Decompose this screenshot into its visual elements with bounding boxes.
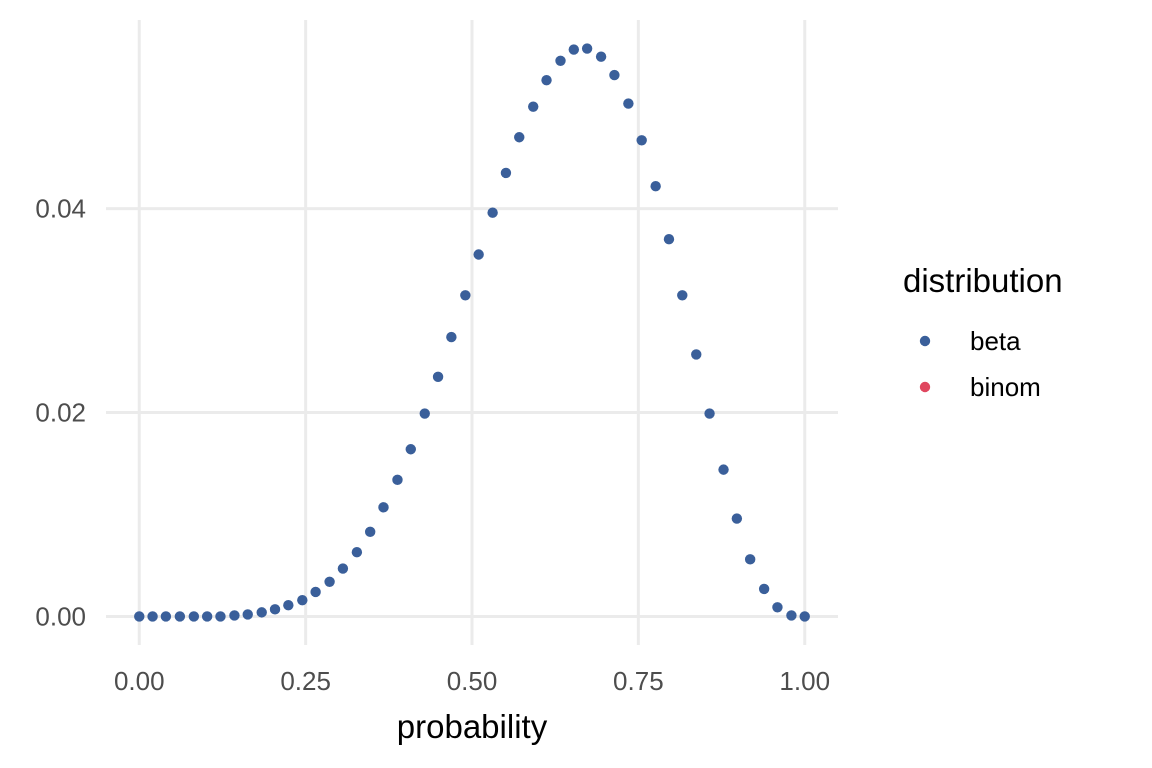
legend-label: beta bbox=[970, 326, 1021, 356]
x-axis-title: probability bbox=[397, 708, 548, 745]
legend-key-binom bbox=[919, 381, 931, 393]
data-point-beta bbox=[487, 207, 498, 218]
legend: distribution beta binom bbox=[903, 262, 1063, 402]
data-point-beta bbox=[297, 594, 308, 606]
data-point-beta bbox=[160, 611, 172, 622]
data-point-beta bbox=[500, 167, 512, 179]
data-point-beta bbox=[269, 604, 281, 615]
data-point-beta bbox=[541, 74, 552, 86]
data-point-beta bbox=[432, 371, 444, 383]
data-point-beta bbox=[595, 51, 607, 62]
x-tick-label: 0.75 bbox=[613, 666, 664, 696]
data-point-beta bbox=[147, 611, 158, 622]
data-point-beta bbox=[242, 609, 253, 620]
data-point-beta bbox=[650, 180, 661, 192]
y-tick-label: 0.00 bbox=[35, 601, 86, 631]
data-point-beta bbox=[310, 586, 321, 598]
legend-title: distribution bbox=[903, 262, 1063, 299]
data-point-beta bbox=[731, 513, 743, 524]
data-point-beta bbox=[460, 290, 471, 301]
data-point-beta bbox=[786, 610, 797, 621]
data-point-beta bbox=[623, 98, 634, 109]
data-point-beta bbox=[378, 502, 389, 513]
data-point-beta bbox=[419, 408, 430, 419]
data-point-beta bbox=[568, 44, 580, 55]
data-point-beta bbox=[772, 602, 783, 613]
y-tick-label: 0.02 bbox=[35, 398, 86, 428]
data-point-beta bbox=[324, 576, 335, 587]
data-point-beta bbox=[134, 611, 145, 622]
data-point-beta bbox=[201, 611, 213, 622]
data-point-beta bbox=[351, 547, 363, 558]
grid-lines bbox=[106, 20, 838, 645]
data-point-beta bbox=[256, 607, 267, 618]
data-point-beta bbox=[446, 331, 457, 343]
data-point-beta bbox=[718, 464, 729, 475]
x-tick-label: 0.00 bbox=[114, 666, 165, 696]
data-point-beta bbox=[663, 234, 675, 245]
data-point-beta bbox=[364, 526, 376, 538]
data-point-beta bbox=[636, 135, 647, 146]
data-point-beta bbox=[473, 249, 484, 260]
data-point-beta bbox=[188, 611, 200, 622]
legend-key-beta bbox=[919, 335, 931, 347]
data-point-beta bbox=[691, 349, 702, 360]
data-point-beta bbox=[514, 132, 525, 143]
y-tick-label: 0.04 bbox=[35, 194, 86, 224]
data-point-beta bbox=[609, 69, 620, 81]
data-point-beta bbox=[744, 554, 756, 565]
data-point-beta bbox=[555, 55, 566, 66]
data-point-beta bbox=[677, 290, 688, 301]
x-tick-label: 0.50 bbox=[447, 666, 498, 696]
y-axis-ticks: 0.00 0.02 0.04 bbox=[35, 194, 86, 632]
legend-entries: beta binom bbox=[919, 326, 1041, 402]
data-point-beta bbox=[283, 600, 294, 611]
data-point-beta bbox=[528, 101, 539, 112]
data-point-beta bbox=[799, 611, 810, 622]
data-point-beta bbox=[581, 43, 593, 54]
data-point-beta bbox=[405, 444, 416, 455]
legend-label: binom bbox=[970, 372, 1041, 402]
data-point-beta bbox=[229, 610, 240, 621]
data-point-beta bbox=[758, 583, 770, 595]
x-tick-label: 0.25 bbox=[280, 666, 331, 696]
x-axis-ticks: 0.00 0.25 0.50 0.75 1.00 bbox=[114, 666, 830, 696]
data-points bbox=[134, 43, 810, 622]
data-point-beta bbox=[174, 611, 186, 622]
data-point-beta bbox=[337, 563, 349, 574]
data-point-beta bbox=[392, 474, 403, 486]
data-point-beta bbox=[704, 408, 715, 419]
data-point-beta bbox=[215, 611, 226, 622]
x-tick-label: 1.00 bbox=[779, 666, 830, 696]
